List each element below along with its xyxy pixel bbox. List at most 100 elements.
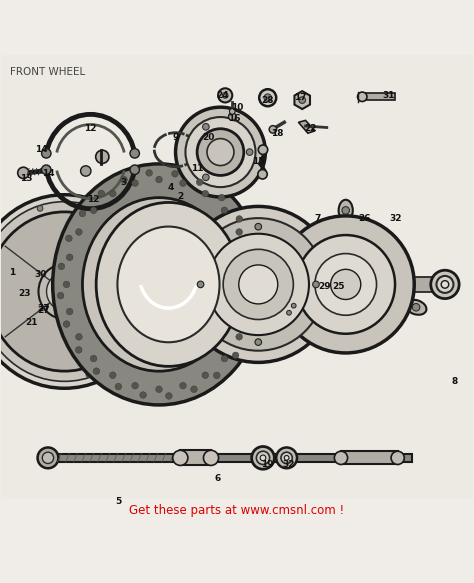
Circle shape (245, 254, 252, 261)
Bar (362, 93, 395, 100)
Text: CMS: CMS (152, 272, 247, 311)
Ellipse shape (0, 195, 156, 388)
Circle shape (232, 352, 239, 359)
Circle shape (236, 216, 243, 222)
Circle shape (109, 372, 116, 378)
Bar (404, 278, 437, 292)
Circle shape (132, 180, 138, 187)
Circle shape (93, 368, 100, 374)
Text: 9: 9 (173, 134, 179, 142)
Circle shape (258, 145, 268, 154)
Circle shape (221, 207, 228, 213)
Ellipse shape (207, 139, 234, 166)
Circle shape (287, 310, 292, 315)
Circle shape (57, 292, 64, 299)
Text: 15: 15 (252, 157, 264, 166)
Circle shape (75, 346, 82, 353)
Circle shape (264, 94, 272, 101)
Circle shape (219, 194, 225, 201)
Ellipse shape (265, 300, 286, 315)
Circle shape (172, 170, 178, 177)
Text: 23: 23 (18, 289, 31, 298)
Bar (43, 454, 412, 462)
Circle shape (202, 124, 209, 130)
Circle shape (90, 355, 97, 362)
Ellipse shape (53, 164, 265, 405)
Circle shape (63, 281, 70, 288)
Text: 2: 2 (177, 192, 183, 202)
Text: 32: 32 (283, 459, 295, 469)
Text: 19: 19 (261, 459, 274, 469)
Circle shape (269, 125, 277, 133)
Circle shape (276, 448, 297, 468)
Ellipse shape (296, 235, 395, 333)
Circle shape (236, 229, 242, 236)
Circle shape (96, 150, 109, 163)
Text: Get these parts at www.cmsnl.com !: Get these parts at www.cmsnl.com ! (129, 504, 345, 517)
Circle shape (221, 355, 228, 362)
Circle shape (130, 149, 139, 158)
Ellipse shape (277, 216, 414, 353)
Circle shape (299, 97, 306, 103)
Ellipse shape (208, 234, 309, 335)
Circle shape (66, 254, 73, 261)
Text: 16: 16 (228, 114, 241, 124)
Circle shape (437, 276, 454, 293)
Text: 25: 25 (332, 282, 345, 292)
Text: 5: 5 (116, 497, 122, 506)
Text: 1: 1 (9, 268, 16, 277)
Circle shape (248, 281, 255, 288)
Text: 32: 32 (389, 214, 401, 223)
Circle shape (146, 170, 153, 176)
Circle shape (292, 303, 296, 308)
Text: 24: 24 (217, 91, 229, 100)
Circle shape (202, 190, 209, 197)
Ellipse shape (331, 269, 361, 300)
Text: 3: 3 (120, 178, 127, 187)
Bar (341, 451, 398, 465)
Ellipse shape (192, 218, 325, 351)
Circle shape (90, 207, 97, 213)
Circle shape (37, 206, 43, 211)
Circle shape (66, 308, 73, 315)
Ellipse shape (175, 107, 265, 197)
Circle shape (115, 383, 122, 390)
Circle shape (357, 92, 367, 101)
Circle shape (252, 447, 274, 469)
Text: 27: 27 (37, 304, 50, 312)
Text: 13: 13 (20, 174, 33, 182)
Circle shape (63, 321, 70, 328)
Circle shape (281, 452, 292, 463)
Circle shape (431, 271, 459, 298)
Circle shape (229, 108, 235, 114)
Circle shape (342, 206, 349, 214)
Circle shape (391, 451, 404, 465)
Circle shape (42, 165, 51, 174)
Circle shape (156, 176, 162, 183)
Circle shape (75, 333, 82, 340)
Circle shape (253, 299, 260, 305)
Circle shape (256, 451, 270, 465)
Ellipse shape (338, 200, 353, 221)
Circle shape (236, 333, 242, 340)
Circle shape (197, 281, 204, 288)
Ellipse shape (406, 300, 427, 315)
Text: 14: 14 (35, 145, 47, 154)
Ellipse shape (0, 202, 150, 381)
Polygon shape (294, 91, 310, 109)
Circle shape (132, 382, 138, 389)
Circle shape (18, 167, 29, 178)
Ellipse shape (96, 202, 241, 366)
Circle shape (180, 180, 186, 187)
Text: 20: 20 (202, 134, 215, 142)
Circle shape (254, 270, 261, 276)
Circle shape (202, 174, 209, 181)
Text: 6: 6 (215, 473, 221, 483)
Circle shape (213, 372, 220, 379)
Text: 10: 10 (231, 103, 243, 112)
Text: 11: 11 (191, 164, 203, 173)
Circle shape (130, 165, 139, 174)
Ellipse shape (38, 264, 91, 319)
Text: 17: 17 (294, 93, 307, 102)
Text: 8: 8 (451, 377, 457, 386)
